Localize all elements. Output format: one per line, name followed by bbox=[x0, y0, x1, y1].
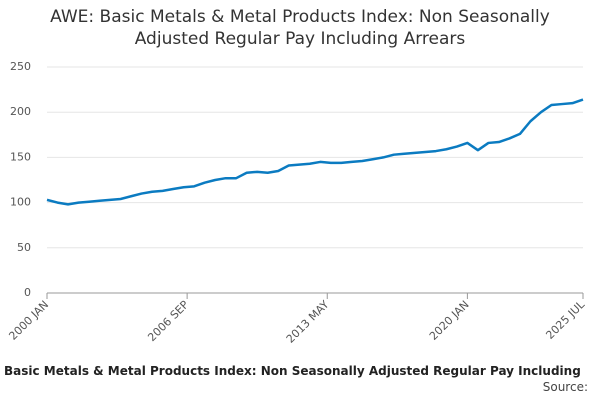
chart-title: AWE: Basic Metals & Metal Products Index… bbox=[50, 7, 550, 49]
source: Source: bbox=[542, 380, 588, 394]
x-tick-label: 2025 JUL bbox=[543, 297, 587, 341]
y-tick-label: 50 bbox=[17, 241, 31, 254]
y-tick-label: 100 bbox=[10, 196, 31, 209]
y-tick-label: 0 bbox=[24, 286, 31, 299]
x-tick-label: 2000 JAN bbox=[6, 298, 51, 343]
legend-entry: Basic Metals & Metal Products Index: Non… bbox=[4, 364, 581, 378]
x-tick-label: 2013 MAY bbox=[284, 298, 332, 346]
x-tick-label: 2006 SEP bbox=[145, 298, 191, 344]
y-tick-label: 250 bbox=[10, 60, 31, 73]
y-tick-label: 200 bbox=[10, 105, 31, 118]
y-tick-label: 150 bbox=[10, 150, 31, 163]
x-tick-label: 2020 JAN bbox=[427, 298, 472, 343]
line bbox=[46, 98, 584, 206]
